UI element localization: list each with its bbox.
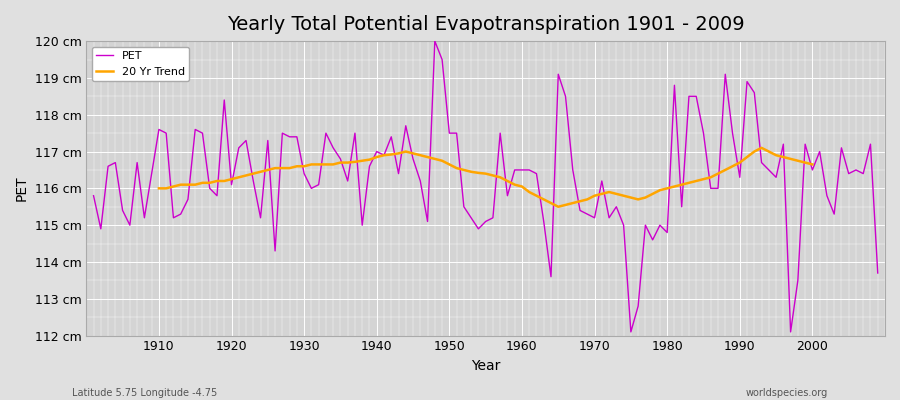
PET <box>872 271 883 276</box>
Y-axis label: PET: PET <box>15 176 29 201</box>
Text: Latitude 5.75 Longitude -4.75: Latitude 5.75 Longitude -4.75 <box>72 388 217 398</box>
Legend: PET, 20 Yr Trend: PET, 20 Yr Trend <box>92 47 189 81</box>
20 Yr Trend <box>154 186 165 191</box>
PET <box>611 204 622 209</box>
20 Yr Trend <box>800 160 811 165</box>
20 Yr Trend <box>553 204 563 209</box>
20 Yr Trend <box>320 162 331 167</box>
PET <box>88 193 99 198</box>
20 Yr Trend <box>713 171 724 176</box>
Title: Yearly Total Potential Evapotranspiration 1901 - 2009: Yearly Total Potential Evapotranspiratio… <box>227 15 744 34</box>
PET <box>146 171 157 176</box>
20 Yr Trend <box>756 146 767 150</box>
PET <box>524 168 535 172</box>
X-axis label: Year: Year <box>471 359 500 373</box>
PET <box>429 39 440 44</box>
20 Yr Trend <box>233 175 244 180</box>
Text: worldspecies.org: worldspecies.org <box>746 388 828 398</box>
PET <box>306 186 317 191</box>
20 Yr Trend <box>807 162 818 167</box>
20 Yr Trend <box>306 162 317 167</box>
PET <box>626 330 636 334</box>
Line: PET: PET <box>94 41 878 332</box>
PET <box>517 168 527 172</box>
20 Yr Trend <box>531 193 542 198</box>
PET <box>349 131 360 136</box>
Line: 20 Yr Trend: 20 Yr Trend <box>159 148 813 207</box>
